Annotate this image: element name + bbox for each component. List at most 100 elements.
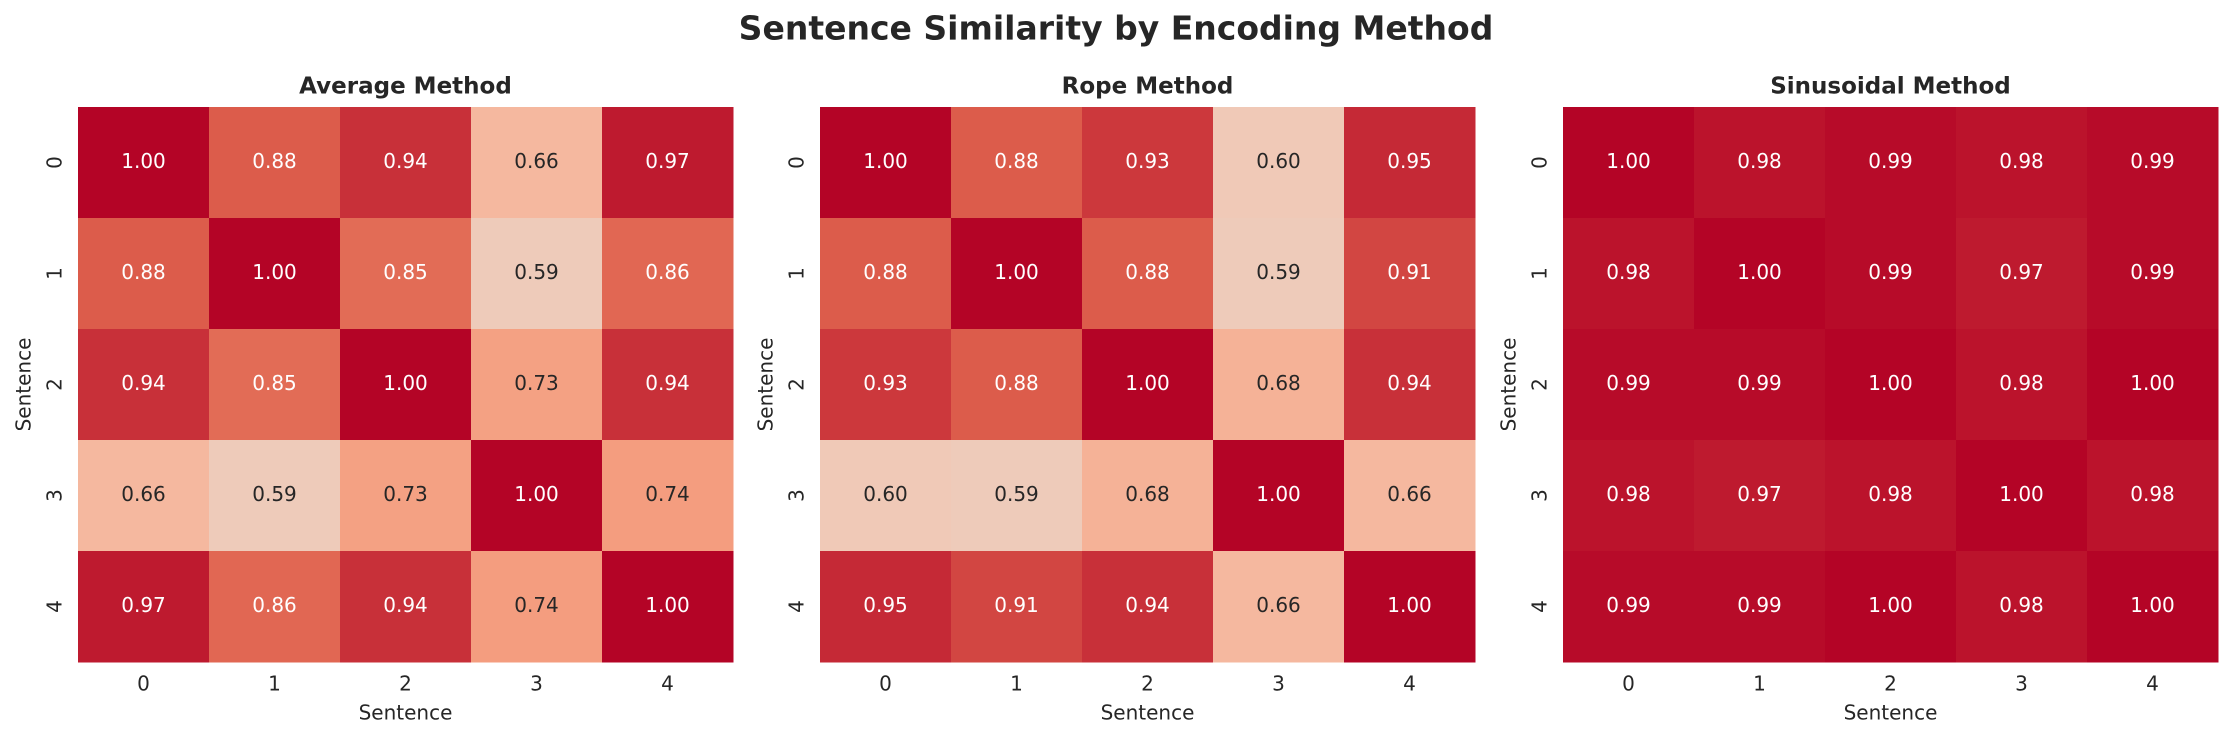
cell-label: 0.88 (994, 149, 1039, 173)
cell-label: 0.74 (645, 482, 690, 506)
cell-label: 0.66 (1387, 482, 1432, 506)
heatmap-cell (1825, 329, 1957, 441)
cell-label: 0.99 (1737, 593, 1782, 617)
cell-label: 0.88 (994, 371, 1039, 395)
heatmap-cell (820, 551, 952, 663)
x-tick-label: 3 (1272, 672, 1285, 696)
heatmap-cell (1082, 107, 1214, 219)
cell-label: 0.59 (514, 260, 559, 284)
y-tick-label: 3 (43, 489, 67, 502)
cell-label: 0.97 (121, 593, 166, 617)
cell-label: 0.88 (1125, 260, 1170, 284)
y-tick-label: 4 (1528, 600, 1552, 613)
heatmap-cell (1082, 329, 1214, 441)
cell-label: 0.98 (1999, 371, 2044, 395)
heatmap-cell (471, 440, 603, 552)
heatmap-cell (1563, 329, 1695, 441)
cell-label: 0.98 (1606, 260, 1651, 284)
cell-label: 1.00 (2130, 371, 2175, 395)
y-tick-label: 2 (1528, 378, 1552, 391)
heatmap-cell (340, 440, 472, 552)
heatmap-cell (2087, 329, 2219, 441)
heatmap-cell (1956, 329, 2088, 441)
cell-label: 0.91 (1387, 260, 1432, 284)
heatmap-cell (820, 107, 952, 219)
x-axis-label: Sentence (359, 701, 453, 725)
heatmap-cell (602, 440, 734, 552)
x-tick-label: 1 (1753, 672, 1766, 696)
heatmap-cell (340, 329, 472, 441)
cell-label: 0.99 (1606, 593, 1651, 617)
cell-label: 0.99 (1606, 371, 1651, 395)
y-tick-label: 0 (785, 156, 809, 169)
heatmap-cell (1825, 107, 1957, 219)
cell-label: 0.98 (1606, 482, 1651, 506)
heatmap-cell (471, 329, 603, 441)
cell-label: 0.98 (1999, 593, 2044, 617)
heatmap-cell (1694, 329, 1826, 441)
cell-label: 0.94 (1125, 593, 1170, 617)
heatmap-cell (2087, 551, 2219, 663)
heatmap-cell (820, 218, 952, 330)
cell-label: 1.00 (1606, 149, 1651, 173)
heatmap-cell (1082, 218, 1214, 330)
y-axis-label: Sentence (12, 338, 36, 432)
heatmap-cell (471, 551, 603, 663)
x-tick-label: 3 (2015, 672, 2028, 696)
cell-label: 0.94 (645, 371, 690, 395)
cell-label: 0.94 (383, 149, 428, 173)
heatmap-cell (78, 107, 210, 219)
cell-label: 0.97 (645, 149, 690, 173)
heatmap-cell (1213, 440, 1345, 552)
heatmap-cell (951, 440, 1083, 552)
heatmap-cell (1825, 551, 1957, 663)
cell-label: 0.94 (383, 593, 428, 617)
heatmap-cell (1694, 218, 1826, 330)
x-tick-label: 4 (1403, 672, 1416, 696)
heatmap-cell (1344, 551, 1476, 663)
heatmap-cell (1563, 218, 1695, 330)
cell-label: 0.60 (1256, 149, 1301, 173)
heatmap-cell (78, 551, 210, 663)
cell-label: 1.00 (1868, 371, 1913, 395)
y-tick-label: 2 (785, 378, 809, 391)
cell-label: 0.93 (1125, 149, 1170, 173)
cell-label: 1.00 (121, 149, 166, 173)
cell-label: 0.73 (514, 371, 559, 395)
heatmap-cell (209, 107, 341, 219)
cell-label: 0.99 (2130, 260, 2175, 284)
y-tick-label: 0 (43, 156, 67, 169)
x-tick-label: 2 (399, 672, 412, 696)
y-axis-label: Sentence (1497, 338, 1521, 432)
cell-label: 0.97 (1999, 260, 2044, 284)
cell-label: 1.00 (1387, 593, 1432, 617)
x-axis-label: Sentence (1844, 701, 1938, 725)
cell-label: 0.99 (2130, 149, 2175, 173)
heatmap-cell (951, 218, 1083, 330)
cell-label: 1.00 (2130, 593, 2175, 617)
cell-label: 0.66 (514, 149, 559, 173)
cell-label: 0.66 (1256, 593, 1301, 617)
cell-label: 0.86 (645, 260, 690, 284)
heatmap-cell (340, 551, 472, 663)
heatmap-cell (209, 551, 341, 663)
heatmap-cell (1694, 440, 1826, 552)
cell-label: 0.98 (1868, 482, 1913, 506)
cell-label: 1.00 (514, 482, 559, 506)
heatmap-cell (1694, 551, 1826, 663)
y-tick-label: 3 (785, 489, 809, 502)
cell-label: 1.00 (1868, 593, 1913, 617)
cell-label: 0.86 (252, 593, 297, 617)
cell-label: 0.73 (383, 482, 428, 506)
cell-label: 0.66 (121, 482, 166, 506)
heatmap-cell (1082, 551, 1214, 663)
y-tick-label: 3 (1528, 489, 1552, 502)
cell-label: 1.00 (863, 149, 908, 173)
y-tick-label: 1 (785, 267, 809, 280)
cell-label: 1.00 (1256, 482, 1301, 506)
cell-label: 1.00 (994, 260, 1039, 284)
heatmap-cell (1213, 218, 1345, 330)
heatmap-cell (1825, 440, 1957, 552)
cell-label: 0.98 (1999, 149, 2044, 173)
